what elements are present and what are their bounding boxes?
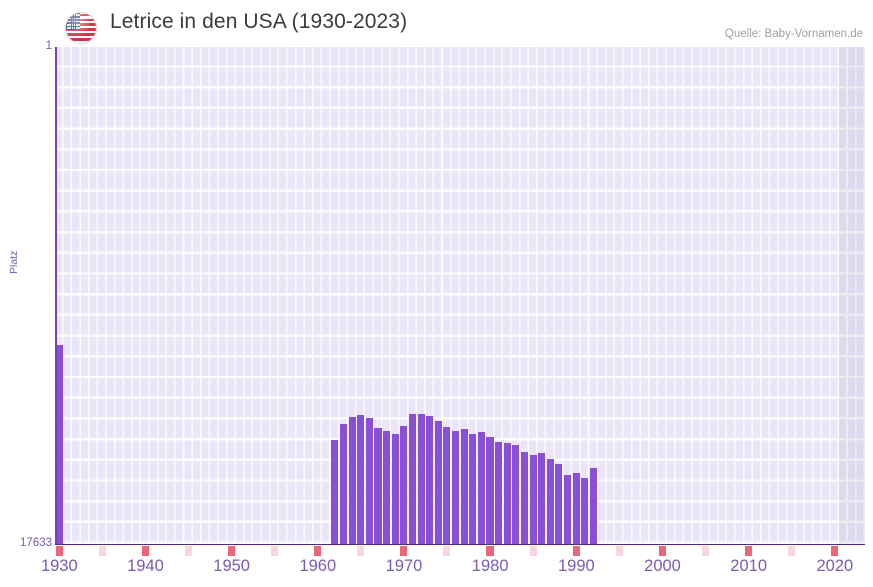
x-tick-2000 [658, 546, 666, 556]
x-tick-1955 [271, 546, 279, 556]
bar-1973[interactable] [426, 416, 434, 544]
horizontal-gridlines [55, 47, 865, 544]
x-axis-label-2000: 2000 [644, 557, 681, 575]
bar-1976[interactable] [451, 431, 460, 544]
x-axis-label-1970: 1970 [385, 557, 423, 575]
x-axis-label-1980: 1980 [471, 557, 509, 575]
bar-1985[interactable] [529, 455, 537, 544]
x-tick-1995 [615, 546, 623, 556]
bar-series [55, 47, 865, 544]
bar-1979[interactable] [477, 432, 485, 544]
bar-1981[interactable] [495, 442, 503, 544]
bar-1992[interactable] [589, 468, 597, 544]
bar-1972[interactable] [417, 414, 425, 544]
x-axis-label-1940: 1940 [127, 557, 164, 575]
page-title: Letrice in den USA (1930-2023) [110, 10, 408, 33]
x-tick-1990 [572, 546, 580, 556]
projection-shade-band [839, 47, 865, 544]
y-axis-line [55, 47, 57, 544]
y-axis-bottom-label: 17633 [20, 537, 52, 549]
x-tick-1960 [314, 546, 322, 556]
x-tick-1940 [141, 546, 149, 556]
bar-1974[interactable] [434, 421, 442, 544]
x-axis-labels: 1930 1940 1950 1960 1970 1980 1990 2000 2010 2020 [0, 557, 873, 581]
x-tick-2020 [831, 546, 839, 556]
x-axis-label-2010: 2010 [730, 557, 768, 575]
x-tick-1935 [98, 546, 106, 556]
x-axis-line [55, 543, 865, 546]
bar-1962[interactable] [331, 440, 339, 544]
bar-1963[interactable] [339, 424, 348, 544]
bar-1980[interactable] [486, 437, 494, 544]
bar-1964[interactable] [348, 417, 356, 544]
bar-1984[interactable] [520, 452, 529, 544]
bar-1983[interactable] [512, 445, 520, 544]
bar-1970[interactable] [400, 426, 408, 544]
x-tick-1965 [357, 546, 365, 556]
bar-1967[interactable] [374, 428, 382, 544]
source-attribution: Quelle: Baby-Vornamen.de [724, 28, 863, 40]
x-tick-1950 [227, 546, 236, 556]
bar-1969[interactable] [391, 434, 399, 544]
x-axis-label-1930: 1930 [40, 557, 78, 575]
bar-1930[interactable] [55, 345, 63, 544]
bar-1966[interactable] [365, 418, 373, 544]
bar-1971[interactable] [408, 414, 416, 544]
x-tick-2010 [744, 546, 753, 556]
bar-1968[interactable] [383, 431, 391, 544]
x-axis-tick-marks [55, 546, 865, 556]
x-axis-label-1950: 1950 [213, 557, 250, 575]
bar-1986[interactable] [538, 453, 546, 544]
bar-1982[interactable] [503, 443, 511, 544]
bar-1991[interactable] [581, 478, 589, 544]
x-axis-label-2020: 2020 [816, 557, 854, 575]
y-axis-title: Platz [8, 250, 20, 274]
x-tick-2015 [788, 546, 796, 556]
bar-1965[interactable] [357, 415, 365, 544]
x-axis-label-1960: 1960 [299, 557, 337, 575]
bar-1988[interactable] [555, 464, 563, 544]
x-tick-1985 [529, 546, 537, 556]
bar-1978[interactable] [469, 434, 477, 544]
x-axis-label-1990: 1990 [557, 557, 595, 575]
x-tick-1975 [443, 546, 451, 556]
bar-1987[interactable] [546, 459, 554, 544]
us-flag-icon [65, 12, 97, 44]
x-tick-1980 [486, 546, 494, 556]
plot-area [55, 47, 865, 544]
x-tick-2005 [701, 546, 709, 556]
bar-1977[interactable] [460, 429, 468, 544]
chart-header: Letrice in den USA (1930-2023) Quelle: B… [0, 0, 873, 47]
x-tick-1945 [184, 546, 192, 556]
x-tick-1970 [400, 546, 408, 556]
bar-1989[interactable] [564, 475, 572, 544]
bar-1990[interactable] [572, 473, 580, 544]
y-axis-top-label: 1 [45, 40, 52, 52]
bar-1975[interactable] [443, 427, 451, 544]
x-tick-1930 [55, 546, 63, 556]
